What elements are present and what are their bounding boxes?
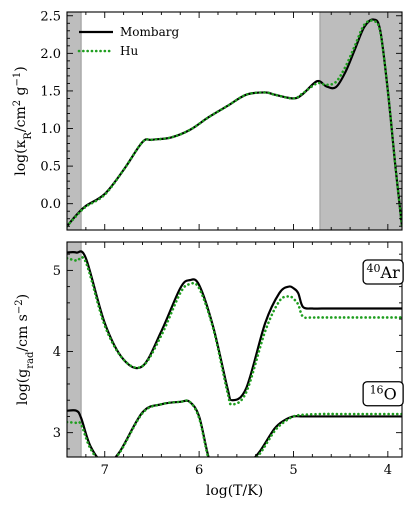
shaded-region-0 bbox=[66, 241, 82, 458]
plot-area bbox=[67, 250, 402, 457]
y-tick-label: 1.5 bbox=[40, 84, 61, 99]
annotation-box-ar bbox=[362, 259, 404, 285]
y-label-text: log(κ bbox=[13, 139, 29, 175]
legend-label-hu: Hu bbox=[120, 44, 138, 58]
series-line-hu-ar bbox=[67, 255, 402, 406]
x-axis-label: log(T/K) bbox=[206, 483, 263, 499]
y-label-text: g bbox=[13, 86, 29, 99]
x-tick-label: 4 bbox=[384, 463, 392, 478]
y-label-text: /cm s bbox=[15, 314, 31, 351]
opacity-panel: 0.0 0.5 1.0 1.5 2.0 2.5 log(κR/cm2 g−1) Mombarg… bbox=[12, 9, 403, 231]
x-tick-label: 5 bbox=[289, 463, 297, 478]
y-label-sub: rad bbox=[25, 351, 36, 369]
annotation-element: Ar bbox=[380, 263, 401, 282]
gravity-panel: 3 4 5 7 6 5 4 log(grad/cm s−2) log(T/K) 40Ar 16O bbox=[14, 241, 404, 499]
y-tick-label: 2.5 bbox=[40, 9, 61, 24]
x-tick-label: 6 bbox=[195, 463, 203, 478]
y-label-text: /cm bbox=[13, 106, 29, 132]
annotation-label-ar: 40Ar bbox=[367, 262, 401, 283]
y-axis-label: log(grad/cm s−2) bbox=[14, 294, 36, 405]
series-line-hu-o bbox=[67, 399, 402, 457]
y-label-text: ) bbox=[15, 294, 31, 299]
y-label-sup: −2 bbox=[14, 299, 25, 314]
annotation-element: O bbox=[384, 385, 397, 404]
y-tick-label: 3 bbox=[53, 426, 61, 441]
plot-area bbox=[67, 18, 402, 228]
annotation-mass-number: 40 bbox=[367, 262, 381, 275]
y-label-sup: 2 bbox=[12, 100, 23, 106]
y-tick-label: 0.0 bbox=[40, 197, 61, 212]
annotation-label-o: 16O bbox=[370, 383, 397, 404]
axes-frame bbox=[66, 241, 403, 458]
y-label-sup: −1 bbox=[12, 72, 23, 87]
x-tick-label: 7 bbox=[101, 463, 109, 478]
y-axis-label: log(κR/cm2 g−1) bbox=[12, 66, 34, 175]
y-label-text: ) bbox=[13, 66, 29, 71]
shaded-region-1 bbox=[319, 11, 403, 231]
series-line-hu bbox=[67, 19, 402, 228]
legend-label-mombarg: Mombarg bbox=[120, 25, 179, 39]
annotation-mass-number: 16 bbox=[370, 383, 384, 396]
y-tick-label: 2.0 bbox=[40, 47, 61, 62]
y-tick-label: 1.0 bbox=[40, 122, 61, 137]
y-label-sub: R bbox=[23, 132, 34, 140]
y-tick-label: 0.5 bbox=[40, 160, 61, 175]
series-line-mombarg-ar bbox=[67, 250, 402, 402]
y-tick-label: 4 bbox=[53, 345, 61, 360]
annotation-box-o bbox=[362, 381, 404, 407]
y-label-text: log(g bbox=[15, 369, 31, 405]
legend: Mombarg Hu bbox=[77, 25, 179, 58]
series-line-mombarg-o bbox=[67, 399, 402, 457]
y-tick-label: 5 bbox=[53, 264, 61, 279]
